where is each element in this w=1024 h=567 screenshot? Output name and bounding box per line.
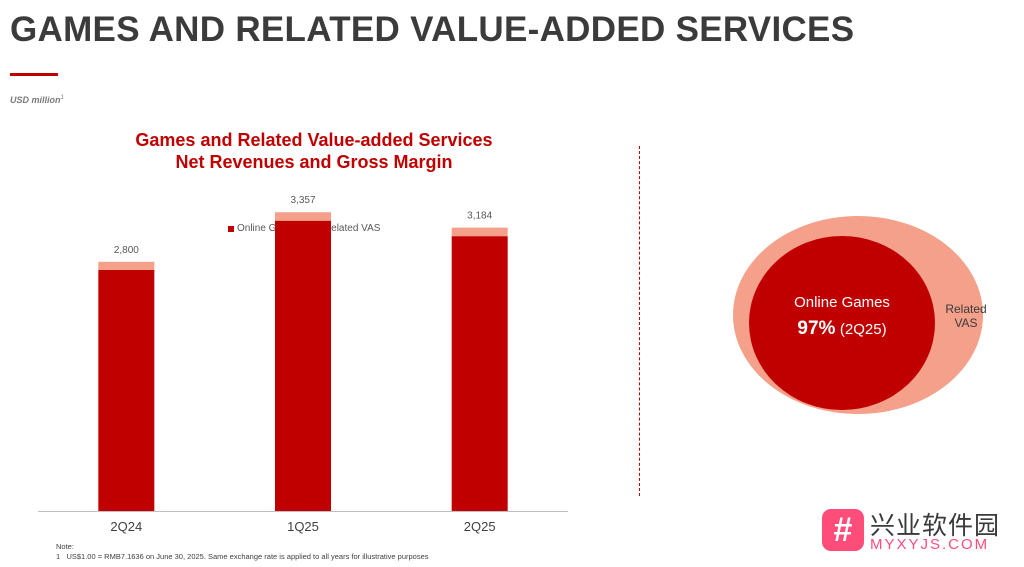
bar-online-games-2q25 bbox=[451, 236, 508, 511]
footnote-number: 1 bbox=[56, 552, 61, 561]
chart-title: Games and Related Value-added Services N… bbox=[114, 129, 514, 173]
bar-related-vas-2q24 bbox=[98, 261, 155, 270]
data-label-1q25: 3,357 bbox=[290, 195, 315, 206]
watermark-text: 兴业软件园 bbox=[870, 512, 1001, 540]
legend-swatch-online-games bbox=[228, 225, 234, 232]
bar-related-vas-2q25 bbox=[451, 227, 508, 237]
legend-label-online-games: Online Games bbox=[237, 223, 301, 234]
footnote: Note: 1 US$1.00 = RMB7.1636 on June 30, … bbox=[56, 542, 429, 562]
watermark-url: MYXYJS.COM bbox=[870, 536, 990, 553]
watermark-logo: # bbox=[822, 509, 864, 551]
unit-note-footnote-ref: 1 bbox=[60, 95, 64, 101]
online-games-label: Online Games bbox=[794, 294, 890, 311]
bar-online-games-1q25 bbox=[275, 220, 331, 511]
page-title: GAMES AND RELATED VALUE-ADDED SERVICES bbox=[10, 10, 855, 49]
title-underline bbox=[10, 73, 58, 76]
watermark: # 兴业软件园 MYXYJS.COM bbox=[822, 506, 1018, 558]
bar-chart: 2,800 2Q24 3,357 1Q25 3,184 2Q25 bbox=[38, 195, 568, 534]
data-label-2q24: 2,800 bbox=[114, 245, 139, 256]
unit-note-text: USD million bbox=[10, 95, 61, 105]
online-games-period: (2Q25) bbox=[839, 321, 887, 338]
footnote-text: US$1.00 = RMB7.1636 on June 30, 2025. Sa… bbox=[66, 552, 429, 561]
data-label-2q25: 3,184 bbox=[467, 211, 492, 222]
footnote-heading: Note: bbox=[56, 542, 74, 551]
related-vas-label-line-1: Related bbox=[945, 302, 987, 316]
online-games-share: 97% (2Q25) bbox=[749, 318, 935, 340]
related-vas-label-line-2: VAS bbox=[954, 316, 978, 330]
footnote-line: 1 US$1.00 = RMB7.1636 on June 30, 2025. … bbox=[56, 552, 429, 562]
bar-related-vas-1q25 bbox=[275, 212, 331, 221]
ellipse-online-games bbox=[749, 236, 935, 410]
online-games-percent: 97% bbox=[797, 318, 836, 339]
chart-title-line-1: Games and Related Value-added Services bbox=[135, 130, 493, 150]
legend-label-related-vas: Related VAS bbox=[323, 223, 381, 234]
legend-item-online-games: Online Games bbox=[228, 223, 301, 234]
bar-online-games-2q24 bbox=[98, 269, 155, 511]
x-tick-label-1q25: 1Q25 bbox=[287, 519, 319, 534]
related-vas-label: Related VAS bbox=[936, 302, 996, 330]
unit-note: USD million1 bbox=[10, 95, 64, 105]
x-tick-label-2q25: 2Q25 bbox=[464, 519, 496, 534]
chart-title-line-2: Net Revenues and Gross Margin bbox=[175, 152, 453, 172]
section-divider bbox=[639, 146, 640, 496]
x-tick-label-2q24: 2Q24 bbox=[110, 519, 142, 534]
